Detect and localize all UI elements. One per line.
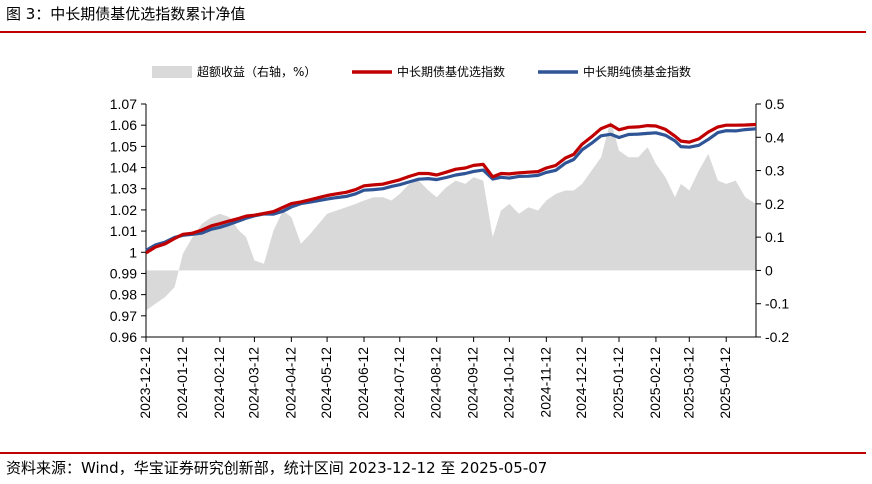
legend: 超额收益（右轴，%） 中长期债基优选指数 中长期纯债基金指数 [152, 64, 691, 79]
left-y-tick-label: 1.02 [110, 202, 137, 218]
right-y-tick-label: 0.3 [765, 163, 785, 179]
x-tick-label: 2024-05-12 [318, 347, 334, 419]
x-tick-label: 2024-07-12 [391, 347, 407, 419]
bottom-divider [0, 452, 866, 454]
right-y-tick-label: 0 [765, 262, 773, 278]
preferred-index-line [145, 122, 757, 255]
left-y-tick-label: 1.04 [110, 160, 137, 176]
excess-return-area [146, 120, 756, 311]
right-y-tick-label: 0.1 [765, 229, 785, 245]
legend-area-swatch [152, 66, 192, 78]
left-y-tick-label: 0.96 [110, 329, 137, 345]
x-tick-label: 2025-01-12 [610, 347, 626, 419]
left-y-tick-label: 1.01 [110, 223, 137, 239]
x-tick-label: 2024-12-12 [573, 347, 589, 419]
x-tick-label: 2024-06-12 [355, 347, 371, 419]
x-tick-label: 2023-12-12 [137, 347, 153, 419]
x-tick-label: 2024-02-12 [211, 347, 227, 419]
x-tick-label: 2024-10-12 [500, 347, 516, 419]
pure-bond-index-line [145, 127, 757, 252]
left-y-tick-label: 1.03 [110, 181, 137, 197]
left-y-tick-label: 1.05 [110, 138, 137, 154]
line-chart: 0.96 0.97 0.98 0.99 1 1.01 1.02 1.03 1.04 1.05 1.0… [110, 64, 790, 419]
series-lines-layer [145, 122, 757, 255]
excess-return-area-layer [146, 120, 756, 311]
legend-label-preferred-index: 中长期债基优选指数 [397, 64, 505, 79]
left-y-tick-label: 1 [129, 244, 137, 260]
right-y-tick-label: -0.2 [765, 329, 789, 345]
tick-labels-layer: 0.96 0.97 0.98 0.99 1 1.01 1.02 1.03 1.04 1.05 1.0… [110, 96, 790, 419]
right-y-tick-label: 0.5 [765, 96, 785, 112]
legend-label-pure-bond-index: 中长期纯债基金指数 [583, 64, 691, 79]
x-tick-label: 2024-11-12 [537, 347, 553, 418]
x-tick-label: 2025-03-12 [680, 347, 696, 419]
x-tick-label: 2024-09-12 [465, 347, 481, 419]
x-tick-label: 2024-04-12 [282, 347, 298, 419]
left-y-tick-label: 1.07 [110, 96, 137, 112]
source-note: 资料来源：Wind，华宝证券研究创新部，统计区间 2023-12-12 至 20… [6, 459, 548, 477]
right-y-tick-label: 0.2 [765, 196, 785, 212]
x-tick-label: 2024-08-12 [428, 347, 444, 419]
right-y-tick-label: 0.4 [765, 129, 785, 145]
left-y-tick-label: 1.06 [110, 117, 137, 133]
top-divider [0, 31, 866, 33]
figure-title: 图 3：中长期债基优选指数累计净值 [6, 5, 246, 23]
x-tick-label: 2025-02-12 [647, 347, 663, 419]
left-y-tick-label: 0.99 [110, 265, 137, 281]
x-tick-label: 2025-04-12 [717, 347, 733, 419]
right-y-tick-label: -0.1 [765, 296, 789, 312]
axes-layer [145, 104, 757, 338]
x-tick-label: 2024-03-12 [245, 347, 261, 419]
left-y-tick-label: 0.97 [110, 308, 137, 324]
left-y-tick-label: 0.98 [110, 287, 137, 303]
x-tick-label: 2024-01-12 [174, 347, 190, 419]
legend-label-excess-return: 超额收益（右轴，%） [197, 64, 316, 79]
